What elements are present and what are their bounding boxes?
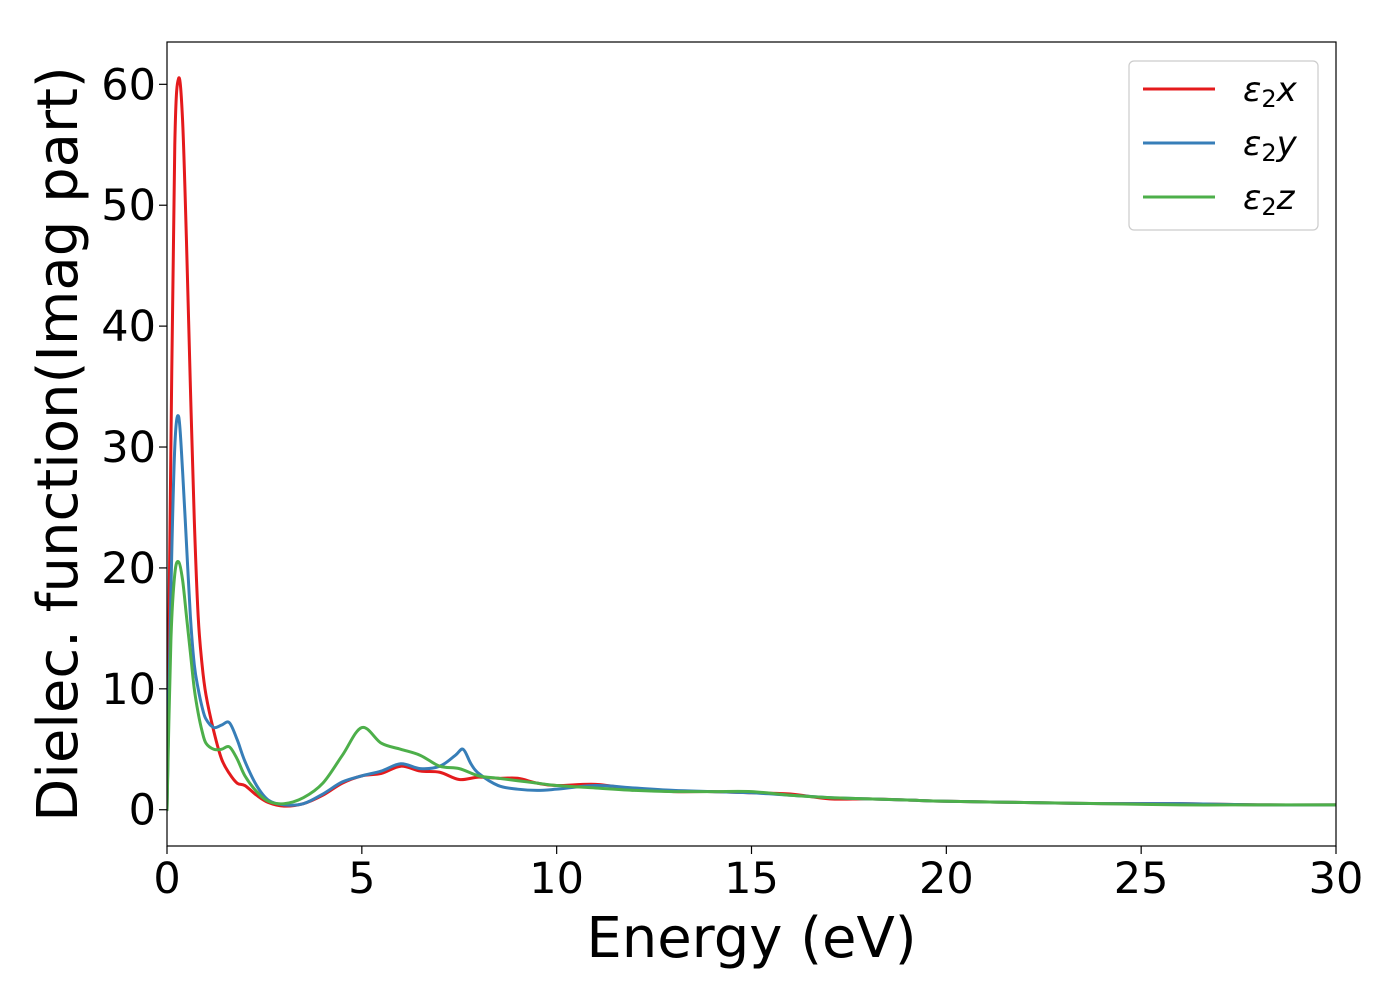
series-layer — [167, 76, 1336, 812]
y-tick-label: 60 — [101, 60, 156, 110]
x-tick-label: 20 — [919, 854, 974, 904]
y-tick-label: 10 — [101, 665, 156, 715]
x-tick-label: 15 — [724, 854, 779, 904]
x-tick-label: 25 — [1114, 854, 1169, 904]
y-axis-title: Dielec. function(Imag part) — [26, 66, 91, 822]
x-tick-label: 0 — [153, 854, 180, 904]
x-tick-label: 30 — [1309, 854, 1364, 904]
x-tick-label: 10 — [529, 854, 584, 904]
x-axis: 0 5 10 15 20 25 30 — [153, 846, 1363, 904]
y-tick-label: 40 — [101, 302, 156, 352]
x-tick-label: 5 — [348, 854, 375, 904]
y-tick-label: 20 — [101, 544, 156, 594]
y-tick-label: 50 — [101, 181, 156, 231]
legend-box — [1128, 60, 1319, 231]
series-line-z — [167, 560, 1336, 812]
y-tick-label: 30 — [101, 423, 156, 473]
series-line-y — [167, 414, 1336, 812]
y-tick-label: 0 — [129, 786, 156, 836]
legend: ε2x ε2y ε2z — [1128, 60, 1319, 231]
legend-label-z: ε2z — [1243, 178, 1296, 221]
legend-label-x: ε2x — [1243, 70, 1298, 113]
y-axis: 0 10 20 30 40 50 60 — [101, 60, 167, 836]
x-axis-title: Energy (eV) — [586, 906, 916, 971]
legend-label-y: ε2y — [1243, 124, 1298, 167]
